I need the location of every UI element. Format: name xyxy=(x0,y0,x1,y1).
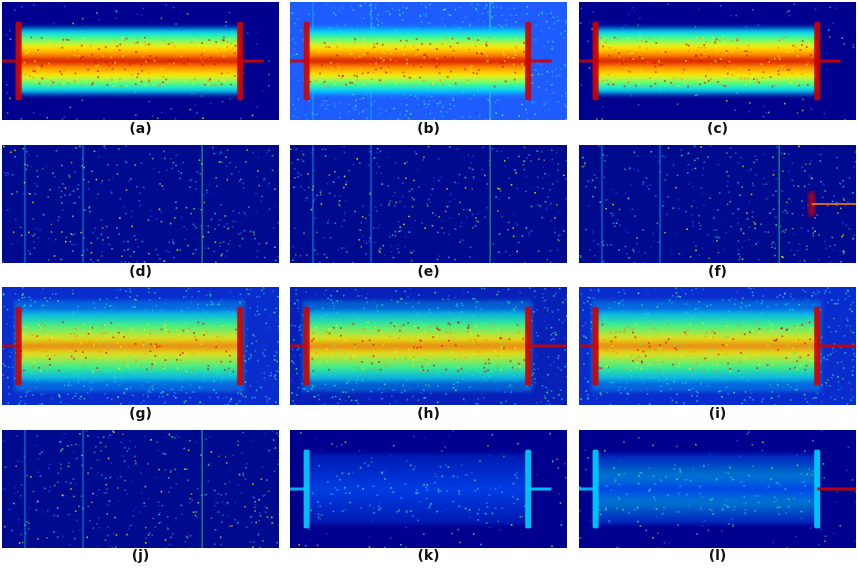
thermal-image-h xyxy=(290,287,567,405)
panel-caption: (a) xyxy=(129,121,152,137)
panel-caption: (i) xyxy=(708,406,727,422)
panel-caption: (f) xyxy=(708,264,727,280)
thermal-image-j xyxy=(2,430,279,548)
heatmap-svg xyxy=(290,287,567,405)
thermal-image-a xyxy=(2,2,279,120)
thermal-image-k xyxy=(290,430,567,548)
heatmap-svg xyxy=(579,287,856,405)
panel-caption: (h) xyxy=(417,406,440,422)
heatmap-svg xyxy=(2,287,279,405)
panel-caption: (k) xyxy=(417,548,440,564)
heatmap-svg xyxy=(2,145,279,263)
panel-caption: (c) xyxy=(706,121,729,137)
heatmap-svg xyxy=(2,430,279,548)
thermal-image-i xyxy=(579,287,856,405)
thermal-image-b xyxy=(290,2,567,120)
heatmap-svg xyxy=(579,430,856,548)
thermal-image-g xyxy=(2,287,279,405)
panel-caption: (l) xyxy=(708,548,727,564)
heatmap-svg xyxy=(290,2,567,120)
panel-caption: (d) xyxy=(129,264,152,280)
thermal-image-c xyxy=(579,2,856,120)
panel-caption: (b) xyxy=(417,121,440,137)
thermal-image-d xyxy=(2,145,279,263)
panel-caption: (g) xyxy=(129,406,152,422)
panel-caption: (e) xyxy=(417,264,440,280)
thermal-image-f xyxy=(579,145,856,263)
thermal-image-e xyxy=(290,145,567,263)
panel-caption: (j) xyxy=(131,548,150,564)
heatmap-svg xyxy=(290,145,567,263)
thermal-image-l xyxy=(579,430,856,548)
heatmap-svg xyxy=(2,2,279,120)
heatmap-svg xyxy=(579,2,856,120)
heatmap-svg xyxy=(579,145,856,263)
heatmap-svg xyxy=(290,430,567,548)
